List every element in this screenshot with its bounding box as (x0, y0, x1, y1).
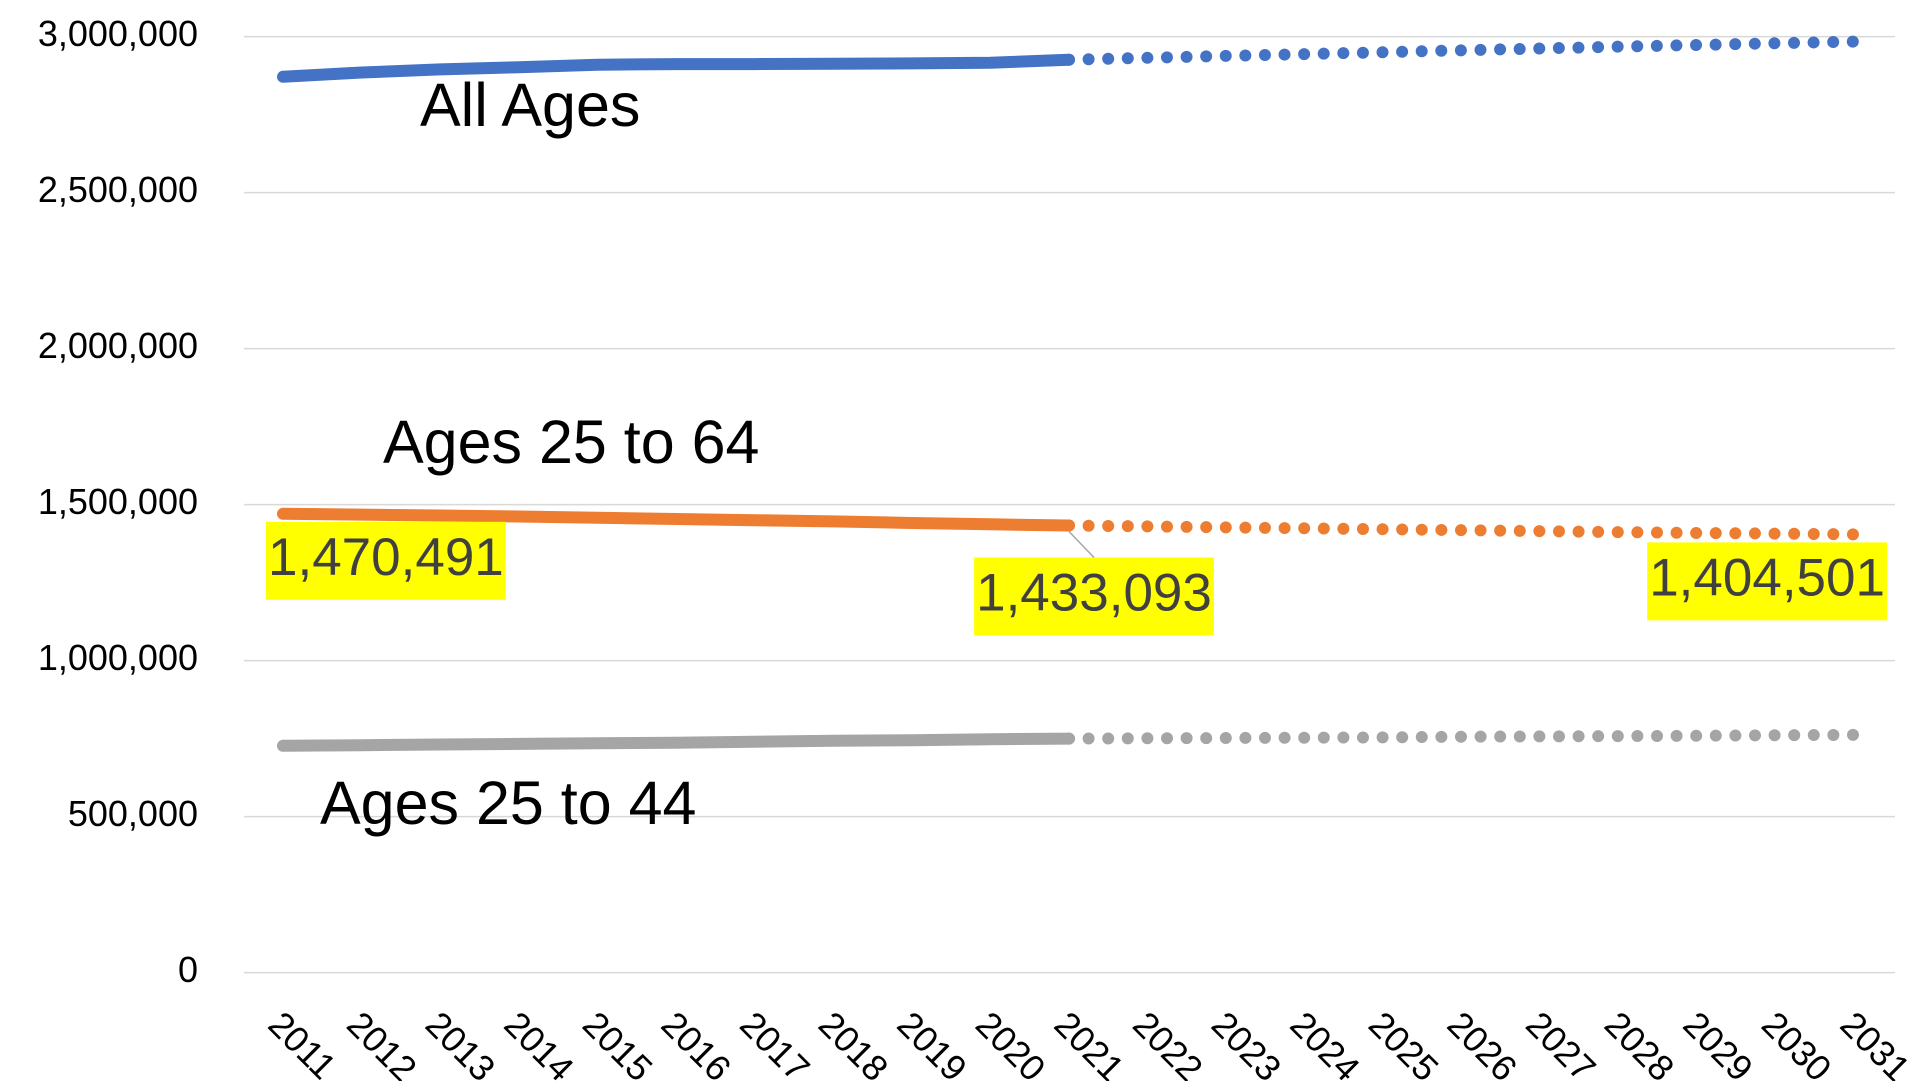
data-label-text: 1,404,501 (1649, 548, 1885, 607)
series-label: All Ages (420, 71, 640, 139)
y-tick-label: 2,000,000 (38, 325, 198, 366)
projection-line (1063, 728, 1861, 745)
data-label: 1,404,501 (1647, 542, 1887, 621)
y-tick-label: 3,000,000 (38, 13, 198, 54)
data-label-bg (266, 521, 506, 600)
projection-line (1063, 519, 1861, 541)
x-tick-label: 2026 (1440, 1003, 1526, 1081)
x-tick-label: 2023 (1204, 1003, 1290, 1081)
x-tick-label: 2021 (1047, 1003, 1133, 1081)
x-tick-label: 2012 (339, 1003, 425, 1081)
series-label: Ages 25 to 64 (383, 408, 759, 476)
y-tick-label: 0 (178, 949, 198, 990)
x-tick-label: 2031 (1833, 1003, 1911, 1081)
x-tick-label: 2017 (732, 1003, 818, 1081)
data-label: 1,470,491 (266, 521, 506, 600)
x-tick-label: 2011 (261, 1003, 345, 1081)
x-tick-label: 2015 (575, 1003, 661, 1081)
series-line (277, 732, 1075, 752)
projection-line (1063, 35, 1861, 66)
x-tick-label: 2025 (1361, 1003, 1447, 1081)
data-label-text: 1,433,093 (976, 563, 1212, 622)
x-tick-label: 2024 (1282, 1003, 1368, 1081)
series-label: Ages 25 to 44 (320, 769, 696, 837)
x-tick-label: 2014 (496, 1003, 582, 1081)
data-label-bg (1647, 542, 1887, 621)
x-tick-label: 2020 (968, 1003, 1054, 1081)
x-tick-label: 2019 (889, 1003, 975, 1081)
x-tick-label: 2029 (1675, 1003, 1761, 1081)
x-tick-label: 2013 (418, 1003, 504, 1081)
leader-line (1068, 530, 1095, 558)
data-label-text: 1,470,491 (268, 528, 504, 587)
y-tick-label: 2,500,000 (38, 169, 198, 210)
x-tick-label: 2018 (811, 1003, 897, 1081)
y-tick-label: 1,500,000 (38, 481, 198, 522)
x-tick-label: 2030 (1754, 1003, 1840, 1081)
x-tick-label: 2027 (1518, 1003, 1604, 1081)
y-tick-label: 500,000 (68, 793, 198, 834)
series-line (277, 507, 1075, 532)
x-tick-label: 2022 (1125, 1003, 1211, 1081)
data-label: 1,433,093 (974, 530, 1214, 636)
x-tick-label: 2028 (1597, 1003, 1683, 1081)
data-label-bg (974, 557, 1214, 636)
x-tick-label: 2016 (654, 1003, 740, 1081)
series-line (277, 53, 1075, 83)
y-tick-label: 1,000,000 (38, 637, 198, 678)
